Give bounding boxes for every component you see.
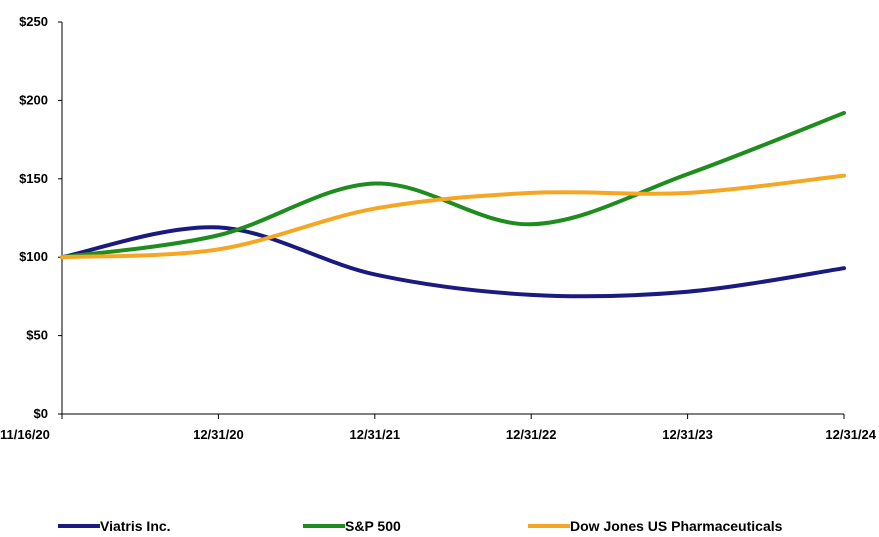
x-tick-label: 12/31/21	[349, 427, 400, 442]
series-lines	[60, 110, 846, 299]
y-tick-label: $50	[26, 328, 48, 343]
legend-label: Dow Jones US Pharmaceuticals	[570, 518, 783, 534]
x-tick-label: 11/16/20	[0, 427, 50, 442]
legend: Viatris Inc. S&P 500 Dow Jones US Pharmace…	[58, 518, 783, 534]
x-tick-label: 12/31/22	[506, 427, 557, 442]
axes	[61, 22, 844, 415]
x-tick-label: 12/31/20	[193, 427, 244, 442]
y-axis-ticks: $0 $50 $100 $150 $200 $250	[19, 14, 62, 421]
series-line-2	[60, 110, 846, 260]
legend-label: Viatris Inc.	[100, 518, 171, 534]
y-tick-label: $0	[34, 406, 48, 421]
series-line-1	[60, 225, 846, 299]
y-tick-label: $200	[19, 92, 48, 107]
x-tick-label: 12/31/23	[662, 427, 713, 442]
y-tick-label: $150	[19, 171, 48, 186]
y-tick-label: $250	[19, 14, 48, 29]
legend-label: S&P 500	[345, 518, 401, 534]
x-axis-ticks: 11/16/20 12/31/20 12/31/21 12/31/22 12/31/23…	[0, 414, 877, 442]
series-line-3	[60, 173, 846, 260]
y-tick-label: $100	[19, 249, 48, 264]
x-tick-label: 12/31/24	[825, 427, 876, 442]
